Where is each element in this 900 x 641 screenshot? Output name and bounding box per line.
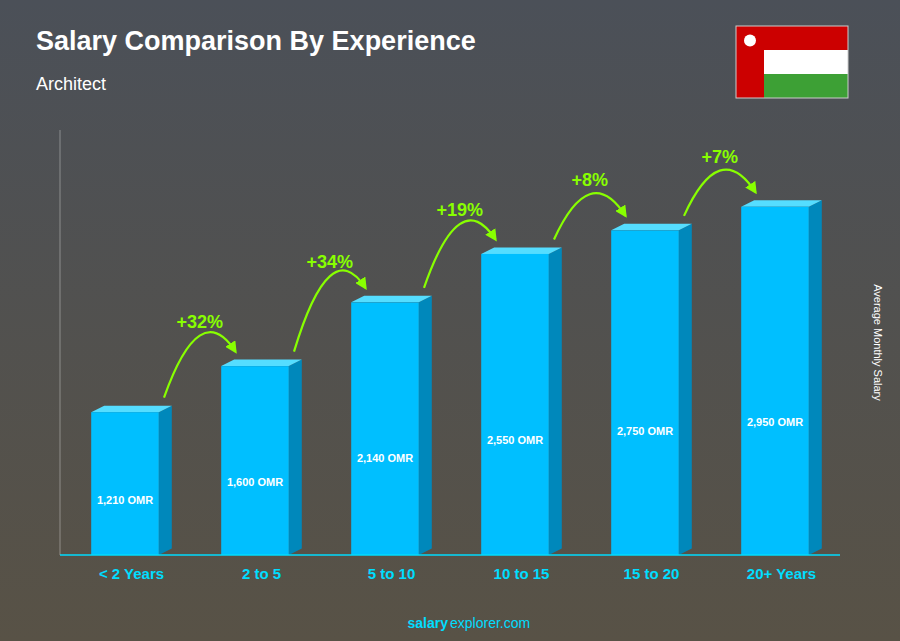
flag-part [764, 50, 848, 74]
bars [91, 200, 822, 555]
growth-arrow [684, 170, 756, 216]
category-label: 10 to 15 [494, 565, 550, 582]
bar-top [481, 247, 562, 253]
flag-part [764, 74, 848, 98]
growth-arrow [164, 332, 236, 397]
bar [91, 412, 159, 555]
chart: Salary Comparison By Experience Architect… [0, 0, 900, 641]
baseline [60, 554, 840, 556]
flag-part [736, 26, 764, 98]
bar-top [221, 360, 302, 366]
growth-label: +7% [701, 147, 738, 167]
y-axis-label: Average Monthly Salary [872, 284, 884, 401]
value-label: 1,210 OMR [97, 494, 153, 506]
title: Salary Comparison By Experience [36, 26, 476, 56]
footer: salary [408, 615, 449, 631]
bar [221, 366, 289, 555]
bar-top [351, 296, 432, 302]
subtitle: Architect [36, 74, 106, 94]
bar [741, 207, 809, 555]
value-label: 2,550 OMR [487, 434, 543, 446]
growth-arrow [424, 220, 496, 287]
bar-side [809, 200, 822, 555]
background [0, 0, 900, 641]
bar-side [679, 224, 692, 555]
bar-side [289, 360, 302, 555]
growth-label: +32% [176, 312, 223, 332]
bar [611, 230, 679, 555]
bar [351, 302, 419, 555]
value-label: 2,950 OMR [747, 416, 803, 428]
flag-part [764, 26, 848, 50]
growth-label: +8% [571, 170, 608, 190]
flag-part [744, 34, 756, 46]
growth-label: +34% [306, 252, 353, 272]
growth-arrow [294, 270, 366, 351]
flag [736, 26, 848, 98]
value-label: 2,140 OMR [357, 452, 413, 464]
bar-side [419, 296, 432, 555]
bar-top [741, 200, 822, 206]
flag-border [736, 26, 848, 98]
growth-label: +19% [436, 200, 483, 220]
bar [481, 254, 549, 555]
category-label: 2 to 5 [242, 565, 281, 582]
y-axis-line [60, 130, 61, 555]
category-label: < 2 Years [99, 565, 164, 582]
category-label: 20+ Years [747, 565, 816, 582]
footer: explorer.com [450, 615, 530, 631]
bar-top [611, 224, 692, 230]
growth-arrow [554, 193, 626, 239]
category-label: 15 to 20 [624, 565, 680, 582]
bar-side [159, 406, 172, 555]
value-label: 1,600 OMR [227, 476, 283, 488]
value-label: 2,750 OMR [617, 425, 673, 437]
category-label: 5 to 10 [368, 565, 416, 582]
bar-top [91, 406, 172, 412]
bar-side [549, 247, 562, 555]
